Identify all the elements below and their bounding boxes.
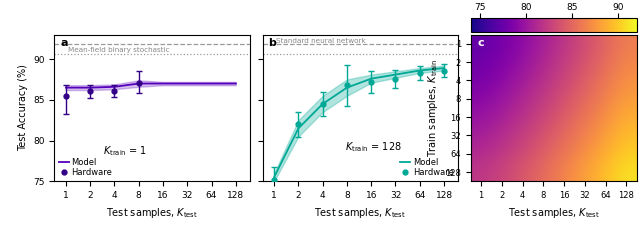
Legend: Model, Hardware: Model, Hardware <box>401 158 454 177</box>
Text: a: a <box>60 38 68 48</box>
Text: $K_\mathrm{train}$ = 128: $K_\mathrm{train}$ = 128 <box>344 140 401 154</box>
X-axis label: Test samples, $K_\mathrm{test}$: Test samples, $K_\mathrm{test}$ <box>314 206 406 220</box>
X-axis label: Test samples, $K_\mathrm{test}$: Test samples, $K_\mathrm{test}$ <box>106 206 198 220</box>
X-axis label: Test samples, $K_\mathrm{test}$: Test samples, $K_\mathrm{test}$ <box>508 206 600 220</box>
Legend: Model, Hardware: Model, Hardware <box>59 158 112 177</box>
Y-axis label: Test Accuracy (%): Test Accuracy (%) <box>18 64 28 152</box>
Text: Standard neural network: Standard neural network <box>276 38 365 44</box>
Text: $K_\mathrm{train}$ = 1: $K_\mathrm{train}$ = 1 <box>103 145 147 158</box>
Text: b: b <box>269 38 276 48</box>
Text: Mean-field binary stochastic: Mean-field binary stochastic <box>68 47 169 53</box>
Y-axis label: Train samples, $K_\mathrm{train}$: Train samples, $K_\mathrm{train}$ <box>426 59 440 157</box>
Text: c: c <box>477 38 484 48</box>
